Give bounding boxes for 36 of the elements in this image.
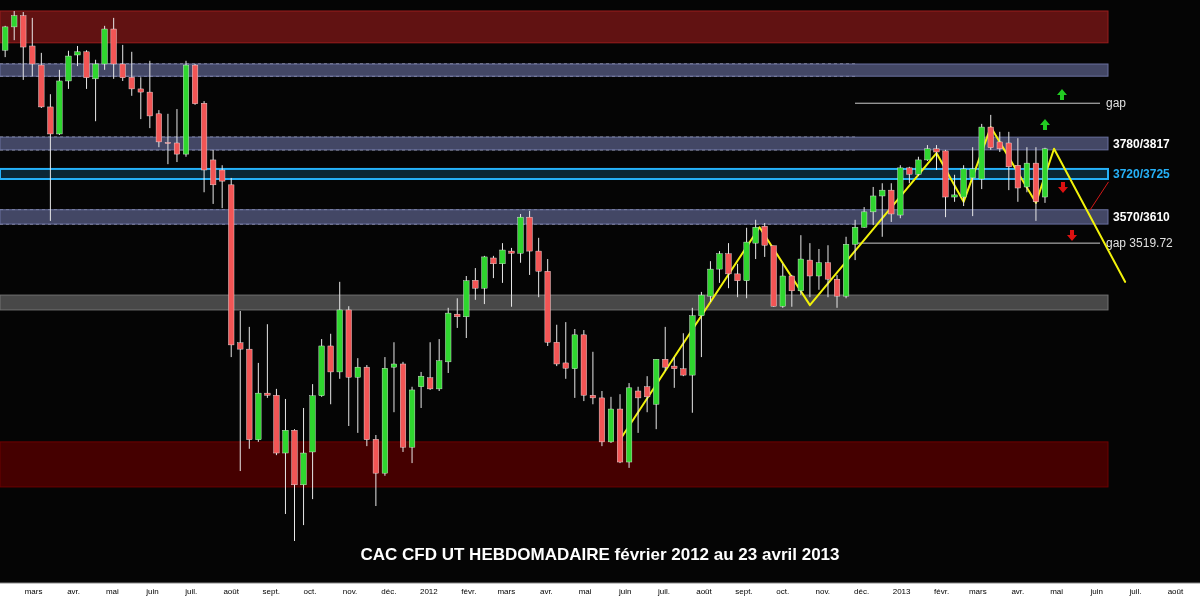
- x-tick-label: 2012: [419, 587, 439, 596]
- x-tick-label: juil.: [656, 587, 670, 596]
- x-tick-label: août: [223, 587, 240, 596]
- x-tick-label: avr.: [67, 587, 81, 596]
- x-tick-label: avr.: [539, 587, 553, 596]
- x-tick-label: sept.: [735, 587, 753, 596]
- x-tick-label: févr.: [934, 587, 950, 596]
- ref-line-label: gap: [1106, 96, 1127, 111]
- x-tick-label: févr.: [461, 587, 477, 596]
- x-tick-label: 2013: [892, 587, 912, 596]
- x-tick-label: mai: [105, 587, 120, 596]
- x-tick-label: août: [696, 587, 713, 596]
- x-tick-label: août: [1167, 587, 1185, 596]
- x-tick-label: oct.: [776, 587, 790, 596]
- ref-line-label: gap 3519.72: [1106, 236, 1174, 251]
- x-tick-label: juil.: [184, 587, 198, 596]
- x-tick-label: déc.: [854, 587, 870, 596]
- x-tick-label: avr.: [1011, 587, 1025, 596]
- x-tick-label: mai: [578, 587, 592, 596]
- x-tick-label: juin: [145, 587, 159, 596]
- x-tick-label: mars: [497, 587, 516, 596]
- text: CAC CFD UT HEBDOMADAIRE février 2012 au 23 avril 2013: [360, 545, 840, 564]
- x-tick-label: juil.: [1128, 587, 1142, 596]
- x-tick-label: nov.: [342, 587, 358, 596]
- x-tick-label: nov.: [815, 587, 831, 596]
- x-tick-label: mars: [968, 587, 987, 596]
- x-tick-label: juin: [617, 587, 632, 596]
- band-label: 3720/3725: [1113, 166, 1171, 181]
- x-tick-label: juin: [1089, 587, 1103, 596]
- x-tick-label: oct.: [303, 587, 317, 596]
- x-tick-label: mai: [1050, 587, 1064, 596]
- x-tick-label: sept.: [262, 587, 280, 596]
- band-label: 3570/3610: [1113, 209, 1171, 224]
- x-tick-label: mars: [24, 587, 43, 596]
- band-label: 3780/3817: [1113, 136, 1171, 151]
- x-tick-label: déc.: [381, 587, 397, 596]
